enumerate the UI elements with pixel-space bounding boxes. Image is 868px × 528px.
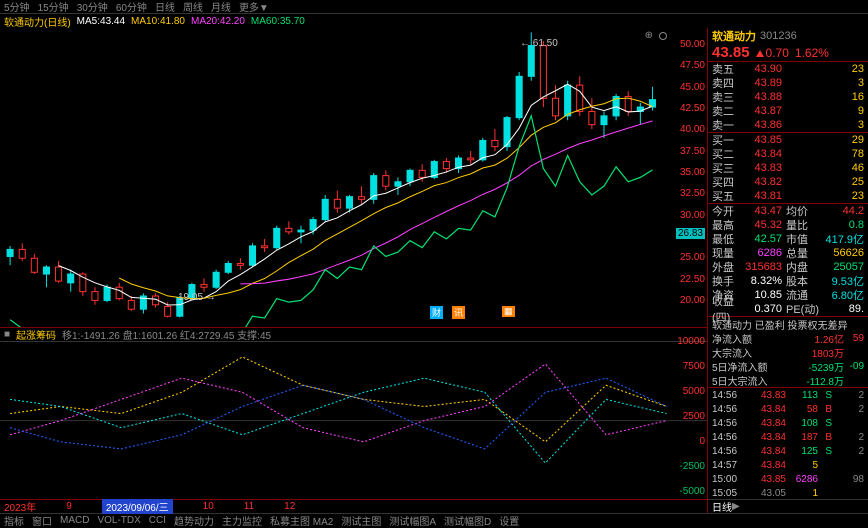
level-row: 卖三43.8816 [708, 90, 868, 104]
tab-macd[interactable]: MACD [60, 515, 89, 526]
price-pct: 1.62% [795, 46, 829, 60]
tf-m[interactable]: 月线 [211, 0, 231, 14]
tf-30m[interactable]: 30分钟 [77, 0, 108, 14]
tf-5m[interactable]: 5分钟 [4, 0, 30, 14]
quote-panel: 软通动力 301236 43.85 0.70 1.62% 卖五43.9023 卖… [708, 28, 868, 513]
level-row: 买五43.8123 [708, 189, 868, 203]
tab-t3[interactable]: 测试幅图D [444, 513, 491, 528]
stat-row: 今开43.47 均价44.2 [708, 204, 868, 218]
tick-row: 14:5643.84 187B2 [708, 430, 868, 444]
level-row: 卖二43.879 [708, 104, 868, 118]
candlestick-chart[interactable]: 50.0047.5045.0042.5040.0037.5035.0032.50… [0, 28, 707, 328]
flow-row: 净流入额1.26亿59 [708, 331, 868, 345]
last-price: 43.85 [712, 44, 750, 61]
tick-row: 15:0543.05 1 [708, 486, 868, 499]
flow-header: 软通动力 已盈利 投票权无差异 [712, 317, 864, 332]
level-row: 卖五43.9023 [708, 62, 868, 76]
tick-list[interactable]: 14:5643.83 113S2 14:5643.84 58B2 14:5643… [708, 388, 868, 499]
low-label: 19.05 → [178, 292, 216, 303]
tick-row: 14:5643.84 108S [708, 416, 868, 430]
ma20-label: MA20:42.20 [191, 16, 245, 27]
stat-row: 换手8.32% 股本9.53亿 [708, 274, 868, 288]
date-current: 2023/09/06/三 [102, 499, 173, 514]
stock-code: 301236 [760, 30, 797, 42]
tab-t2[interactable]: 测试幅图A [389, 513, 436, 528]
tf-15m[interactable]: 15分钟 [38, 0, 69, 14]
tab-window[interactable]: 窗口 [32, 513, 52, 528]
chart-marker-icon[interactable]: ▦ [502, 306, 515, 317]
chart-header: 软通动力(日线) MA5:43.44 MA10:41.80 MA20:42.20… [0, 14, 868, 28]
tab-pm[interactable]: 私募主图 MA2 [270, 513, 333, 528]
stat-row: 最低42.57 市值417.9亿 [708, 232, 868, 246]
tab-main[interactable]: 主力监控 [222, 513, 262, 528]
tf-60m[interactable]: 60分钟 [116, 0, 147, 14]
level-row: 买三43.8346 [708, 161, 868, 175]
flow-row: 大宗流入1803万 [708, 345, 868, 359]
high-label: ← 61.50 [520, 38, 558, 49]
up-arrow-icon [756, 50, 764, 57]
tick-row: 14:5643.84 58B2 [708, 402, 868, 416]
level-row: 卖一43.863 [708, 118, 868, 132]
date-axis: 2023年 9 2023/09/06/三 10 11 12 [0, 499, 707, 513]
right-bottom-tab[interactable]: 日线▶ [708, 499, 868, 513]
bid-levels: 买一43.8529 买二43.8478 买三43.8346 买四43.8225 … [708, 133, 868, 204]
ma60-label: MA60:35.70 [251, 16, 305, 27]
tick-row: 15:0043.85 628698 [708, 472, 868, 486]
ask-levels: 卖五43.9023 卖四43.893 卖三43.8816 卖二43.879 卖一… [708, 62, 868, 133]
stock-name: 软通动力 [712, 28, 756, 44]
level-row: 买一43.8529 [708, 133, 868, 147]
timeframe-tabs: 5分钟 15分钟 30分钟 60分钟 日线 周线 月线 更多▼ [0, 0, 868, 14]
tab-vol[interactable]: VOL-TDX [97, 515, 140, 526]
indicator-chart[interactable]: 100007500500025000-2500-5000 [0, 342, 707, 499]
price-change: 0.70 [756, 46, 789, 60]
level-row: 卖四43.893 [708, 76, 868, 90]
stock-stats: 今开43.47 均价44.2 最高45.32 量比0.8 最低42.57 市值4… [708, 204, 868, 317]
indicator-tabs: 指标 窗口 MACD VOL-TDX CCI 趋势动力 主力监控 私募主图 MA… [0, 513, 868, 527]
tf-d[interactable]: 日线 [155, 0, 175, 14]
indicator-name: 起涨筹码 [16, 327, 56, 342]
indicator-header: ■ 起涨筹码 移1:-1491.26 盘1:1601.26 红4:2729.45… [0, 328, 707, 342]
fund-flow: 软通动力 已盈利 投票权无差异 净流入额1.26亿59 大宗流入1803万 5日… [708, 317, 868, 388]
stat-row: 最高45.32 量比0.8 [708, 218, 868, 232]
price-badge: 26.83 [676, 228, 705, 239]
tab-t1[interactable]: 测试主图 [341, 513, 381, 528]
level-row: 买四43.8225 [708, 175, 868, 189]
indicator-params: 移1:-1491.26 盘1:1601.26 红4:2729.45 支撑:45 [62, 327, 271, 342]
tab-cci[interactable]: CCI [149, 515, 166, 526]
tab-trend[interactable]: 趋势动力 [174, 513, 214, 528]
stat-row: 外盘315683 内盘25057 [708, 260, 868, 274]
stat-row: 现量6286 总量56626 [708, 246, 868, 260]
tf-more[interactable]: 更多▼ [239, 0, 269, 14]
ma5-label: MA5:43.44 [77, 16, 125, 27]
tick-row: 14:5743.84 5 [708, 458, 868, 472]
ma10-label: MA10:41.80 [131, 16, 185, 27]
stock-header: 软通动力 301236 [708, 28, 868, 44]
chart-marker-icon[interactable]: 财 [430, 306, 443, 319]
flow-row: 5日大宗流入-112.8万 [708, 373, 868, 387]
tick-row: 14:5643.84 125S2 [708, 444, 868, 458]
stock-title: 软通动力(日线) [4, 14, 71, 29]
tab-indicator[interactable]: 指标 [4, 513, 24, 528]
stat-row: 收益(四)0.370 PE(动)89. [708, 302, 868, 316]
tick-row: 14:5643.83 113S2 [708, 388, 868, 402]
flow-row: 5日净流入额-5239万-09 [708, 359, 868, 373]
chart-icon-o[interactable] [659, 32, 667, 40]
stock-quote: 43.85 0.70 1.62% [708, 44, 868, 62]
tab-set[interactable]: 设置 [499, 513, 519, 528]
chart-icon-plus[interactable]: ⊕ [645, 30, 653, 41]
year-label: 2023年 [4, 499, 36, 514]
level-row: 买二43.8478 [708, 147, 868, 161]
chart-marker-icon[interactable]: 讯 [452, 306, 465, 319]
tf-w[interactable]: 周线 [183, 0, 203, 14]
